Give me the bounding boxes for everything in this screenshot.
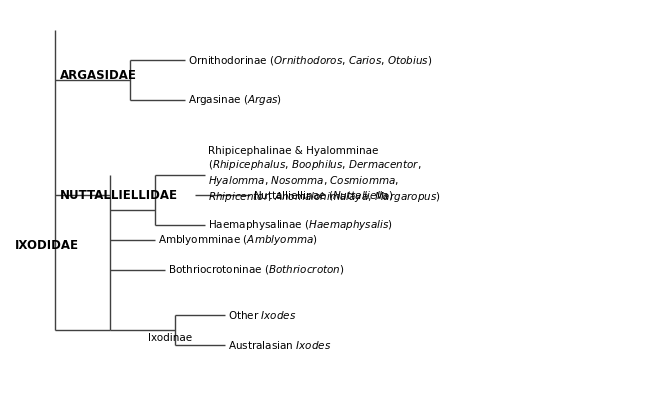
Text: Amblyomminae ($\mathit{Amblyomma}$): Amblyomminae ($\mathit{Amblyomma}$) <box>158 233 318 247</box>
Text: NUTTALLIELLIDAE: NUTTALLIELLIDAE <box>60 189 178 201</box>
Text: Ornithodorinae ($\mathit{Ornithodoros}$, $\mathit{Carios}$, $\mathit{Otobius}$): Ornithodorinae ($\mathit{Ornithodoros}$,… <box>188 54 432 66</box>
Text: Haemaphysalinae ($\mathit{Haemaphysalis}$): Haemaphysalinae ($\mathit{Haemaphysalis}… <box>208 218 393 232</box>
Text: IXODIDAE: IXODIDAE <box>15 239 79 251</box>
Text: Bothriocrotoninae ($\mathit{Bothriocroton}$): Bothriocrotoninae ($\mathit{Bothriocroto… <box>168 264 345 276</box>
Text: ARGASIDAE: ARGASIDAE <box>60 68 137 82</box>
Text: Ixodinae: Ixodinae <box>148 333 192 343</box>
Text: Argasinae ($\mathit{Argas}$): Argasinae ($\mathit{Argas}$) <box>188 93 282 107</box>
Text: Australasian $\mathit{Ixodes}$: Australasian $\mathit{Ixodes}$ <box>228 339 331 351</box>
Text: Other $\mathit{Ixodes}$: Other $\mathit{Ixodes}$ <box>228 309 296 321</box>
Text: Rhipicephalinae & Hyalomminae
($\mathit{Rhipicephalus}$, $\mathit{Boophilus}$, $: Rhipicephalinae & Hyalomminae ($\mathit{… <box>208 146 441 204</box>
Text: Nuttalliellinae ($\mathit{Nuttalliella}$): Nuttalliellinae ($\mathit{Nuttalliella}$… <box>253 189 393 201</box>
